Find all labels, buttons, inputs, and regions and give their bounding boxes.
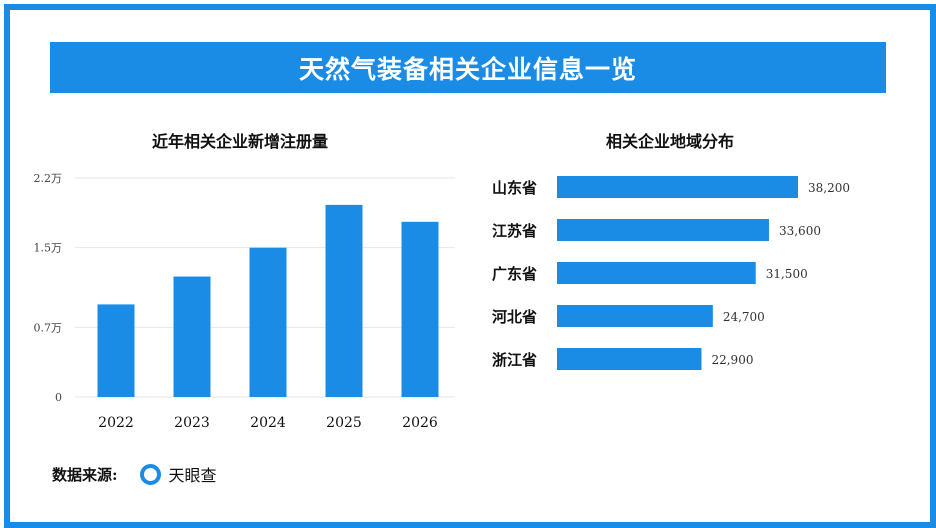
source-name: 天眼查 bbox=[168, 466, 217, 485]
category-label: 河北省 bbox=[492, 308, 537, 326]
category-label: 江苏省 bbox=[492, 222, 537, 240]
x-tick-label: 2023 bbox=[174, 415, 210, 431]
x-tick-label: 2022 bbox=[98, 415, 134, 431]
source-label: 数据来源: bbox=[52, 465, 118, 484]
x-tick-label: 2024 bbox=[250, 415, 286, 431]
y-tick-label: 0.7万 bbox=[34, 321, 63, 334]
value-label: 22,900 bbox=[711, 353, 753, 367]
tianyancha-logo-icon bbox=[139, 463, 161, 485]
y-tick-label: 0 bbox=[55, 391, 62, 404]
right-chart-title: 相关企业地域分布 bbox=[605, 132, 734, 151]
left-chart-title: 近年相关企业新增注册量 bbox=[151, 132, 328, 151]
category-label: 山东省 bbox=[492, 179, 537, 197]
bar bbox=[557, 348, 702, 370]
category-label: 浙江省 bbox=[492, 351, 537, 369]
y-tick-label: 2.2万 bbox=[34, 172, 63, 185]
page-title: 天然气装备相关企业信息一览 bbox=[50, 42, 886, 93]
bar bbox=[97, 304, 135, 397]
x-tick-label: 2026 bbox=[402, 415, 438, 431]
bar bbox=[557, 305, 713, 327]
value-label: 24,700 bbox=[723, 310, 765, 324]
y-tick-label: 1.5万 bbox=[34, 242, 63, 255]
bar bbox=[557, 219, 769, 241]
bar bbox=[401, 221, 439, 397]
value-label: 31,500 bbox=[766, 267, 808, 281]
source-line: 数据来源: 天眼查 bbox=[52, 462, 217, 486]
value-label: 38,200 bbox=[808, 181, 850, 195]
bar bbox=[557, 176, 798, 198]
bar bbox=[249, 247, 287, 397]
bar bbox=[325, 204, 363, 397]
x-tick-label: 2025 bbox=[326, 415, 362, 431]
bar bbox=[173, 276, 211, 397]
category-label: 广东省 bbox=[492, 265, 537, 283]
bar bbox=[557, 262, 756, 284]
value-label: 33,600 bbox=[779, 224, 821, 238]
